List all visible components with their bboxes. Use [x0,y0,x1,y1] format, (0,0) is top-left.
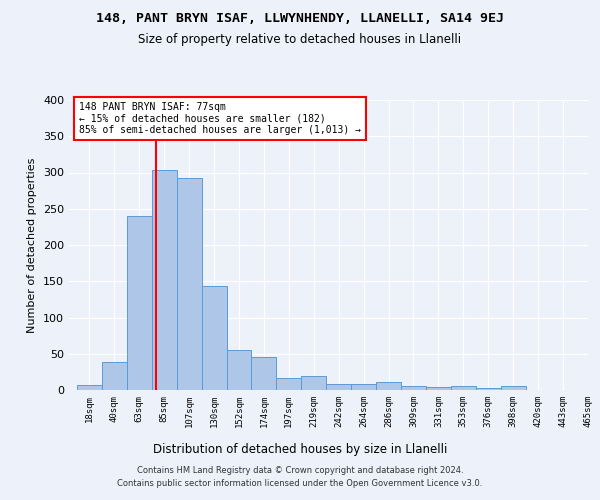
Bar [501,386,526,390]
Bar [77,385,102,390]
Bar [301,376,326,390]
Text: 148, PANT BRYN ISAF, LLWYNHENDY, LLANELLI, SA14 9EJ: 148, PANT BRYN ISAF, LLWYNHENDY, LLANELL… [96,12,504,26]
Bar [102,362,127,390]
Bar [451,386,476,390]
Bar [426,387,451,390]
Bar [476,388,501,390]
Bar [251,358,277,390]
Text: Size of property relative to detached houses in Llanelli: Size of property relative to detached ho… [139,32,461,46]
Text: 148 PANT BRYN ISAF: 77sqm
← 15% of detached houses are smaller (182)
85% of semi: 148 PANT BRYN ISAF: 77sqm ← 15% of detac… [79,102,361,136]
Bar [277,378,301,390]
Bar [401,386,426,390]
Text: Contains HM Land Registry data © Crown copyright and database right 2024.
Contai: Contains HM Land Registry data © Crown c… [118,466,482,487]
Bar [376,382,401,390]
Bar [202,286,227,390]
Bar [351,384,376,390]
Y-axis label: Number of detached properties: Number of detached properties [28,158,37,332]
Bar [127,216,152,390]
Bar [227,350,251,390]
Text: Distribution of detached houses by size in Llanelli: Distribution of detached houses by size … [153,442,447,456]
Bar [152,170,176,390]
Bar [326,384,351,390]
Bar [176,178,202,390]
